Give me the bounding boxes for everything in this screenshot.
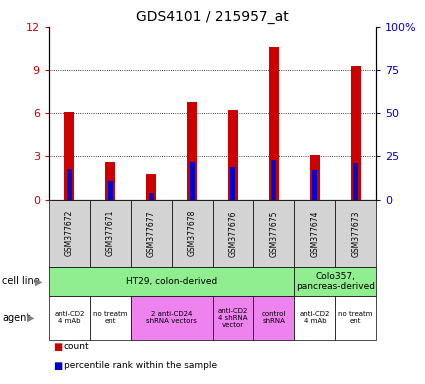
Text: cell line: cell line xyxy=(2,276,40,286)
Text: ■: ■ xyxy=(53,342,62,352)
Text: ▶: ▶ xyxy=(27,313,34,323)
Text: ■: ■ xyxy=(53,361,62,371)
Bar xyxy=(353,164,358,200)
Bar xyxy=(312,170,317,200)
Text: HT29, colon-derived: HT29, colon-derived xyxy=(126,277,217,286)
Bar xyxy=(228,111,238,200)
Text: anti-CD2
4 shRNA
vector: anti-CD2 4 shRNA vector xyxy=(218,308,248,328)
Text: GSM377671: GSM377671 xyxy=(106,210,115,257)
Text: GSM377676: GSM377676 xyxy=(229,210,238,257)
Bar xyxy=(230,167,235,200)
Bar xyxy=(272,160,276,200)
Text: GSM377674: GSM377674 xyxy=(310,210,319,257)
Bar xyxy=(64,112,74,200)
Text: 2 anti-CD24
shRNA vectors: 2 anti-CD24 shRNA vectors xyxy=(146,311,197,324)
Bar xyxy=(67,169,72,200)
Text: GSM377672: GSM377672 xyxy=(65,210,74,257)
Text: no treatm
ent: no treatm ent xyxy=(93,311,128,324)
Text: agent: agent xyxy=(2,313,30,323)
Bar xyxy=(187,102,197,200)
Text: no treatm
ent: no treatm ent xyxy=(338,311,373,324)
Text: GSM377673: GSM377673 xyxy=(351,210,360,257)
Bar xyxy=(269,47,279,200)
Text: Colo357,
pancreas-derived: Colo357, pancreas-derived xyxy=(296,271,375,291)
Bar xyxy=(149,193,153,200)
Text: anti-CD2
4 mAb: anti-CD2 4 mAb xyxy=(300,311,330,324)
Bar xyxy=(351,66,361,200)
Bar xyxy=(190,162,195,200)
Bar xyxy=(310,155,320,200)
Bar xyxy=(108,181,113,200)
Bar xyxy=(105,162,115,200)
Text: GDS4101 / 215957_at: GDS4101 / 215957_at xyxy=(136,10,289,23)
Bar xyxy=(146,174,156,200)
Text: ▶: ▶ xyxy=(35,276,43,286)
Text: percentile rank within the sample: percentile rank within the sample xyxy=(64,361,217,370)
Text: GSM377677: GSM377677 xyxy=(147,210,156,257)
Text: anti-CD2
4 mAb: anti-CD2 4 mAb xyxy=(54,311,85,324)
Text: count: count xyxy=(64,342,89,351)
Text: control
shRNA: control shRNA xyxy=(262,311,286,324)
Text: GSM377678: GSM377678 xyxy=(187,210,196,257)
Text: GSM377675: GSM377675 xyxy=(269,210,278,257)
